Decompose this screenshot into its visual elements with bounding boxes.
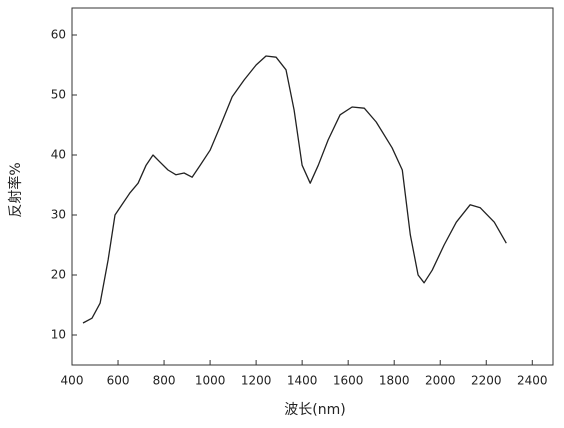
plot-frame <box>71 7 554 366</box>
y-axis-title: 反射率% <box>7 162 24 217</box>
data-line <box>82 55 507 324</box>
x-tick-label: 1200 <box>241 374 272 388</box>
x-tick-label: 1600 <box>333 374 364 388</box>
y-tick-label: 20 <box>51 268 66 282</box>
x-tick-label: 600 <box>107 374 130 388</box>
x-tick-label: 1400 <box>287 374 318 388</box>
x-tick-label: 2000 <box>425 374 456 388</box>
y-tick-label: 10 <box>51 328 66 342</box>
y-tick-label: 50 <box>51 88 66 102</box>
y-tick-label: 30 <box>51 208 66 222</box>
x-tick-label: 2200 <box>471 374 502 388</box>
x-tick-label: 1000 <box>195 374 226 388</box>
x-tick-label: 1800 <box>379 374 410 388</box>
x-axis-title: 波长(nm) <box>284 402 345 418</box>
x-tick-label: 400 <box>61 374 84 388</box>
x-tick-label: 800 <box>153 374 176 388</box>
y-tick-label: 60 <box>51 28 66 42</box>
y-tick-label: 40 <box>51 148 66 162</box>
x-tick-label: 2400 <box>517 374 548 388</box>
